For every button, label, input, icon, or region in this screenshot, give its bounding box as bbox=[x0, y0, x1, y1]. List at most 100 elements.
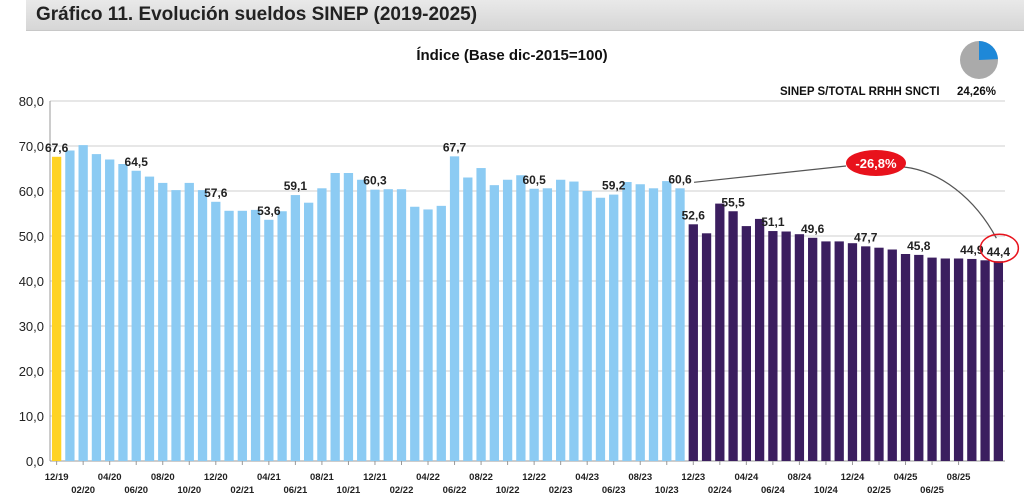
data-label: 60,6 bbox=[668, 172, 692, 186]
x-tick-label: 08/20 bbox=[151, 472, 175, 483]
annotation: -26,8% bbox=[693, 150, 1020, 263]
bar bbox=[396, 189, 407, 461]
x-tick-label: 12/19 bbox=[45, 472, 69, 483]
bar bbox=[250, 209, 261, 461]
bar bbox=[701, 233, 712, 461]
x-tick-label: 10/21 bbox=[337, 485, 361, 496]
bar bbox=[449, 156, 460, 461]
inset-pie: SINEP S/TOTAL RRHH SNCTI 24,26% bbox=[780, 41, 998, 98]
bar bbox=[343, 173, 354, 461]
inset-label: SINEP S/TOTAL RRHH SNCTI bbox=[780, 86, 940, 98]
bar bbox=[556, 179, 566, 461]
x-tick-label: 08/21 bbox=[310, 472, 334, 483]
bar bbox=[370, 189, 380, 461]
x-tick-label: 12/21 bbox=[363, 472, 387, 483]
bar bbox=[874, 247, 884, 461]
data-label: 67,7 bbox=[443, 140, 467, 154]
bar bbox=[330, 173, 340, 461]
data-label: 44,9 bbox=[960, 243, 984, 257]
bar bbox=[887, 249, 897, 461]
bar bbox=[648, 188, 659, 462]
bar bbox=[582, 191, 592, 461]
x-axis: 12/1902/2004/2006/2008/2010/2012/2002/21… bbox=[45, 461, 971, 496]
x-tick-label: 10/22 bbox=[496, 485, 520, 496]
bar bbox=[953, 258, 964, 461]
data-label: 45,8 bbox=[907, 239, 931, 253]
data-label: 53,6 bbox=[257, 204, 281, 218]
annotation-line-right bbox=[903, 166, 997, 239]
y-tick-label: 70,0 bbox=[19, 139, 44, 154]
bar bbox=[489, 185, 499, 461]
bar bbox=[476, 168, 486, 462]
bar bbox=[383, 189, 393, 461]
data-label: 59,2 bbox=[602, 179, 626, 193]
header-title: Gráfico 11. Evolución sueldos SINEP (201… bbox=[36, 4, 478, 25]
x-tick-label: 10/20 bbox=[177, 485, 201, 496]
y-tick-label: 20,0 bbox=[19, 364, 44, 379]
bar bbox=[542, 188, 553, 462]
x-tick-label: 08/24 bbox=[788, 472, 812, 483]
data-label: 49,6 bbox=[801, 222, 825, 236]
x-tick-label: 12/22 bbox=[522, 472, 546, 483]
data-labels: 67,6 64,5 57,6 53,659,1 60,3 67,7 60,5 59,2 60,6… bbox=[45, 140, 1010, 259]
x-tick-label: 06/24 bbox=[761, 485, 785, 496]
x-tick-label: 12/20 bbox=[204, 472, 228, 483]
bar bbox=[781, 231, 791, 461]
bar bbox=[914, 254, 924, 461]
annotation-circle bbox=[979, 233, 1020, 263]
bar bbox=[900, 254, 911, 461]
annotation-line-left bbox=[693, 165, 847, 183]
bar bbox=[144, 176, 155, 461]
data-label: 51,1 bbox=[761, 215, 785, 229]
bar bbox=[423, 209, 433, 461]
bar bbox=[78, 145, 88, 461]
x-tick-label: 06/20 bbox=[124, 485, 148, 496]
x-tick-label: 02/23 bbox=[549, 485, 573, 496]
bar bbox=[171, 190, 181, 461]
bar bbox=[158, 182, 168, 461]
bar bbox=[237, 210, 247, 461]
x-tick-label: 08/23 bbox=[628, 472, 652, 483]
data-label: 57,6 bbox=[204, 186, 228, 200]
data-label: 60,5 bbox=[522, 173, 546, 187]
data-label: 67,6 bbox=[45, 141, 69, 155]
x-tick-label: 10/24 bbox=[814, 485, 838, 496]
bar bbox=[357, 179, 367, 461]
bar bbox=[105, 159, 115, 461]
bar bbox=[715, 203, 725, 461]
x-tick-label: 02/22 bbox=[390, 485, 414, 496]
bar bbox=[277, 211, 287, 461]
bar bbox=[993, 261, 1004, 461]
x-tick-label: 04/20 bbox=[98, 472, 122, 483]
bar bbox=[264, 219, 274, 461]
y-tick-label: 80,0 bbox=[19, 94, 44, 109]
bar bbox=[728, 211, 738, 461]
y-tick-label: 10,0 bbox=[19, 409, 44, 424]
bar bbox=[91, 154, 102, 461]
bar bbox=[927, 257, 937, 461]
inset-value: 24,26% bbox=[957, 86, 996, 98]
bar bbox=[118, 164, 128, 461]
x-tick-label: 02/24 bbox=[708, 485, 732, 496]
y-tick-label: 30,0 bbox=[19, 319, 44, 334]
bar bbox=[768, 231, 778, 461]
bar bbox=[834, 241, 844, 461]
data-label: 47,7 bbox=[854, 230, 878, 244]
x-tick-label: 02/20 bbox=[71, 485, 95, 496]
bar bbox=[609, 194, 619, 461]
x-tick-label: 04/24 bbox=[734, 472, 758, 483]
bar bbox=[131, 170, 141, 461]
pie-share-slice bbox=[979, 41, 998, 60]
bar bbox=[516, 175, 526, 461]
bar bbox=[940, 258, 950, 461]
chart-title: Índice (Base dic-2015=100) bbox=[416, 47, 607, 64]
data-label: 64,5 bbox=[125, 155, 149, 169]
x-tick-label: 06/21 bbox=[283, 485, 307, 496]
x-tick-label: 02/21 bbox=[230, 485, 254, 496]
bar bbox=[463, 177, 473, 461]
bar bbox=[622, 182, 632, 461]
x-tick-label: 08/22 bbox=[469, 472, 493, 483]
x-tick-label: 02/25 bbox=[867, 485, 891, 496]
bar bbox=[290, 195, 301, 462]
